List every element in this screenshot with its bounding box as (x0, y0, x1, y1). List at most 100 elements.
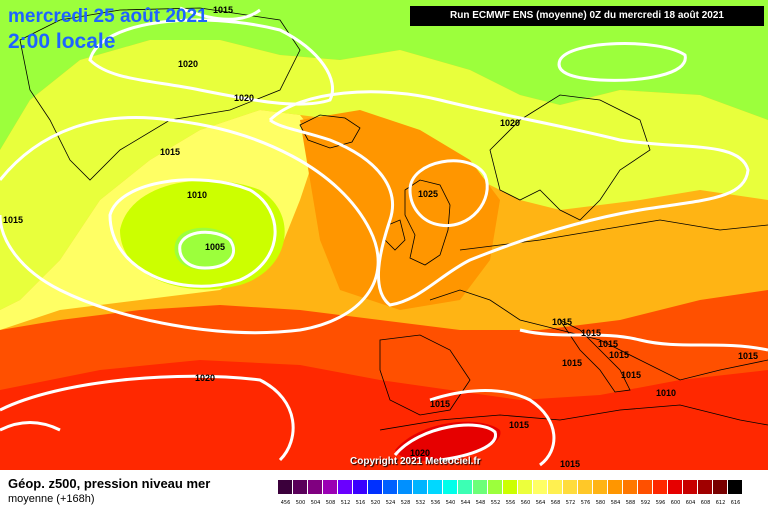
geopotential-map-canvas: 1015 1020 1020 1015 1010 1005 1015 1020 … (0, 0, 768, 470)
scale-color-cell (398, 480, 413, 494)
scale-value-label: 540 (445, 500, 456, 506)
isobar-label: 1010 (187, 190, 207, 200)
scale-color-cell (473, 480, 488, 494)
copyright-notice: Copyright 2021 Meteociel.fr (350, 456, 481, 467)
forecast-date: mercredi 25 août 2021 (8, 6, 208, 27)
scale-color-cell (443, 480, 458, 494)
scale-color-cell (503, 480, 518, 494)
scale-value-label: 596 (655, 500, 666, 506)
isobar-label: 1020 (500, 118, 520, 128)
scale-value-label: 560 (520, 500, 531, 506)
iceland-coast (299, 114, 361, 149)
color-scale-labels: 456 500 504 508 512 516 520 524 528 532 536 540 544 5… (278, 500, 758, 510)
isobar-1020-greenland (88, 18, 335, 106)
isobar-label: 1015 (609, 350, 629, 360)
scale-value-label: 456 (280, 500, 291, 506)
isobar-label: 1015 (621, 370, 641, 380)
field-low-core (174, 227, 236, 270)
field-red-south (0, 360, 768, 470)
scale-value-label: 588 (625, 500, 636, 506)
scale-value-label: 556 (505, 500, 516, 506)
map-parameter-subtitle: moyenne (+168h) (8, 493, 95, 505)
run-info-banner: Run ECMWF ENS (moyenne) 0Z du mercredi 1… (410, 6, 764, 26)
scale-value-label: 604 (685, 500, 696, 506)
scale-value-label: 576 (580, 500, 591, 506)
isobar-label: 1015 (598, 339, 618, 349)
scale-color-cell (728, 480, 743, 494)
scale-color-cell (623, 480, 638, 494)
isobar-label: 1015 (560, 459, 580, 469)
scale-value-label: 532 (415, 500, 426, 506)
scale-color-cell (308, 480, 323, 494)
scale-value-label: 528 (400, 500, 411, 506)
isobar-label: 1015 (160, 147, 180, 157)
isobar-label: 1015 (581, 328, 601, 338)
isobar-label: 1015 (430, 399, 450, 409)
isobar-label: 1020 (410, 448, 430, 458)
scale-color-cell (548, 480, 563, 494)
isobar-label: 1015 (738, 351, 758, 361)
isobar-1005-low (178, 230, 236, 270)
scale-color-cell (488, 480, 503, 494)
isobar-label: 1015 (3, 215, 23, 225)
isobar-label: 1005 (205, 242, 225, 252)
isobar-label: 1015 (213, 5, 233, 15)
scale-color-cell (638, 480, 653, 494)
scale-color-cell (533, 480, 548, 494)
isobars (0, 6, 768, 467)
scale-color-cell (428, 480, 443, 494)
color-scale-legend (278, 480, 743, 498)
isobar-labels: 1015 1020 1020 1015 1010 1005 1015 1020 … (3, 5, 758, 469)
isobar-label: 1015 (562, 358, 582, 368)
isobar-1025-uk (408, 159, 489, 227)
scale-color-cell (578, 480, 593, 494)
scale-value-label: 564 (535, 500, 546, 506)
forecast-time: 2:00 locale (8, 30, 116, 53)
isobar-label: 1020 (195, 373, 215, 383)
scale-value-label: 500 (295, 500, 306, 506)
scale-value-label: 600 (670, 500, 681, 506)
scale-color-cell (563, 480, 578, 494)
isobar-1010-low (108, 178, 277, 288)
field-yellow-green (0, 40, 768, 310)
scale-value-label: 608 (700, 500, 711, 506)
scale-color-cell (293, 480, 308, 494)
scale-color-cell (413, 480, 428, 494)
isobar-label: 1010 (656, 388, 676, 398)
isobar-1015-atlantic (0, 116, 380, 335)
scale-value-label: 524 (385, 500, 396, 506)
scale-value-label: 544 (460, 500, 471, 506)
scale-color-cell (608, 480, 623, 494)
scale-color-cell (338, 480, 353, 494)
scandinavia-coast (489, 94, 651, 221)
scale-value-label: 592 (640, 500, 651, 506)
isobar-1015-med (429, 328, 768, 467)
scale-value-label: 520 (370, 500, 381, 506)
scale-color-cell (518, 480, 533, 494)
scale-color-cell (653, 480, 668, 494)
field-green-north (0, 0, 768, 150)
scale-value-label: 568 (550, 500, 561, 506)
scale-value-label: 552 (490, 500, 501, 506)
scale-value-label: 612 (715, 500, 726, 506)
scale-color-cell (458, 480, 473, 494)
scale-value-label: 516 (355, 500, 366, 506)
isobar-1020-southwest (0, 374, 295, 462)
scale-color-cell (278, 480, 293, 494)
scale-color-cell (383, 480, 398, 494)
isobar-label: 1015 (552, 317, 572, 327)
isobar-1015-africa (393, 423, 497, 462)
scale-value-label: 512 (340, 500, 351, 506)
isobar-label: 1020 (178, 59, 198, 69)
scale-value-label: 504 (310, 500, 321, 506)
scale-color-cell (323, 480, 338, 494)
isobar-1020-europe (268, 90, 750, 307)
scale-value-label: 572 (565, 500, 576, 506)
scale-value-label: 536 (430, 500, 441, 506)
scale-value-label: 580 (595, 500, 606, 506)
italy-coast (558, 318, 631, 393)
scale-color-cell (368, 480, 383, 494)
isobar-1020-scandinavia (557, 42, 687, 82)
isobar-1015-north (179, 6, 261, 21)
